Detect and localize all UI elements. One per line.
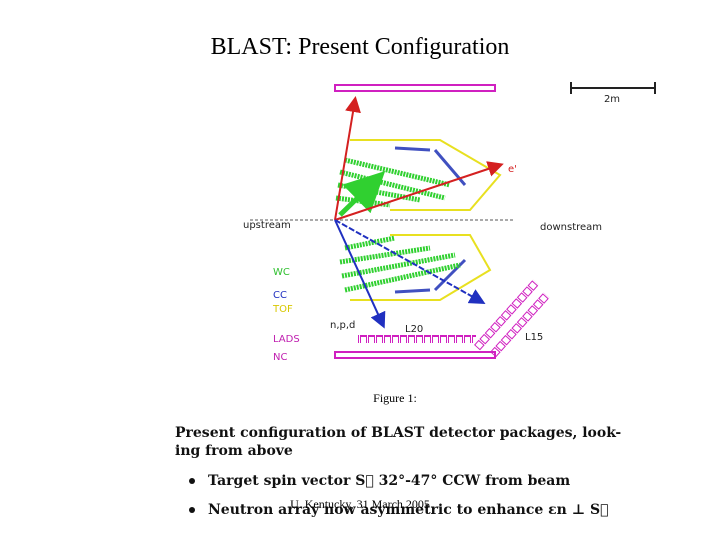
legend-cc: CC <box>273 290 287 301</box>
caption-line: ing from above <box>175 443 293 459</box>
upstream-label: upstream <box>243 220 291 231</box>
downstream-label: downstream <box>540 222 602 233</box>
legend-lads: LADS <box>273 334 300 345</box>
bullet-text: Neutron array now asymmetric to enhance … <box>208 502 609 518</box>
legend-nc: NC <box>273 352 287 363</box>
bullet-dot <box>189 507 195 513</box>
footer: U. Kentucky, 31 March 2005 <box>290 497 430 511</box>
l20-label: L20 <box>405 324 423 335</box>
figure-caption-title: Figure 1: <box>373 391 417 405</box>
detector-diagram: upstream downstream e' n,p,d L20 L15 WC … <box>243 84 602 363</box>
bullet-dot <box>189 478 195 484</box>
l15-label: L15 <box>525 332 543 343</box>
scale-label: 2m <box>604 94 620 105</box>
electron-label: e' <box>508 164 517 175</box>
bullet-text: Target spin vector S⃗ 32°-47° CCW from b… <box>208 473 570 489</box>
legend-wc: WC <box>273 267 290 278</box>
caption-line: Present configuration of BLAST detector … <box>175 425 621 441</box>
hadron-label: n,p,d <box>330 320 355 331</box>
scale-bar: 2m <box>570 82 656 105</box>
slide-title: BLAST: Present Configuration <box>211 34 510 60</box>
legend-tof: TOF <box>272 304 293 315</box>
